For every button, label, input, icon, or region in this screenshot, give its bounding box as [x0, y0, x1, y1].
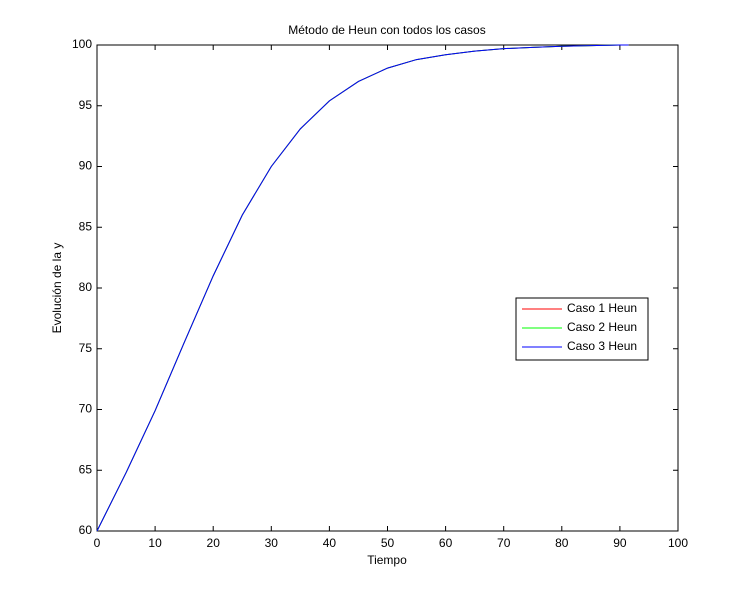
legend-box — [515, 297, 649, 361]
x-axis-label: Tiempo — [367, 553, 407, 567]
x-tick-label: 90 — [613, 536, 627, 550]
y-tick-label: 65 — [79, 462, 93, 476]
chart-title: Método de Heun con todos los casos — [288, 23, 485, 37]
y-axis-label: Evolución de la y — [50, 243, 64, 334]
x-tick-label: 40 — [323, 536, 337, 550]
line — [96, 44, 629, 532]
y-tick-label: 95 — [79, 98, 93, 112]
x-tick-label: 100 — [668, 536, 688, 550]
x-tick-label: 50 — [381, 536, 395, 550]
y-tick-label: 80 — [79, 280, 93, 294]
legend-label: Caso 1 Heun — [567, 301, 637, 315]
x-tick-label: 20 — [207, 536, 221, 550]
x-tick-label: 70 — [497, 536, 511, 550]
axes-box — [96, 44, 679, 532]
legend-label: Caso 2 Heun — [567, 320, 637, 334]
x-tick-label: 80 — [555, 536, 569, 550]
y-tick-label: 85 — [79, 219, 93, 233]
x-tick-label: 30 — [265, 536, 279, 550]
y-tick-label: 70 — [79, 402, 93, 416]
y-tick-label: 75 — [79, 341, 93, 355]
y-tick-label: 100 — [72, 37, 92, 51]
x-tick-label: 60 — [439, 536, 453, 550]
y-tick-label: 90 — [79, 159, 93, 173]
x-tick-label: 0 — [94, 536, 101, 550]
legend-label: Caso 3 Heun — [567, 339, 637, 353]
y-tick-label: 60 — [79, 523, 93, 537]
x-tick-label: 10 — [148, 536, 162, 550]
